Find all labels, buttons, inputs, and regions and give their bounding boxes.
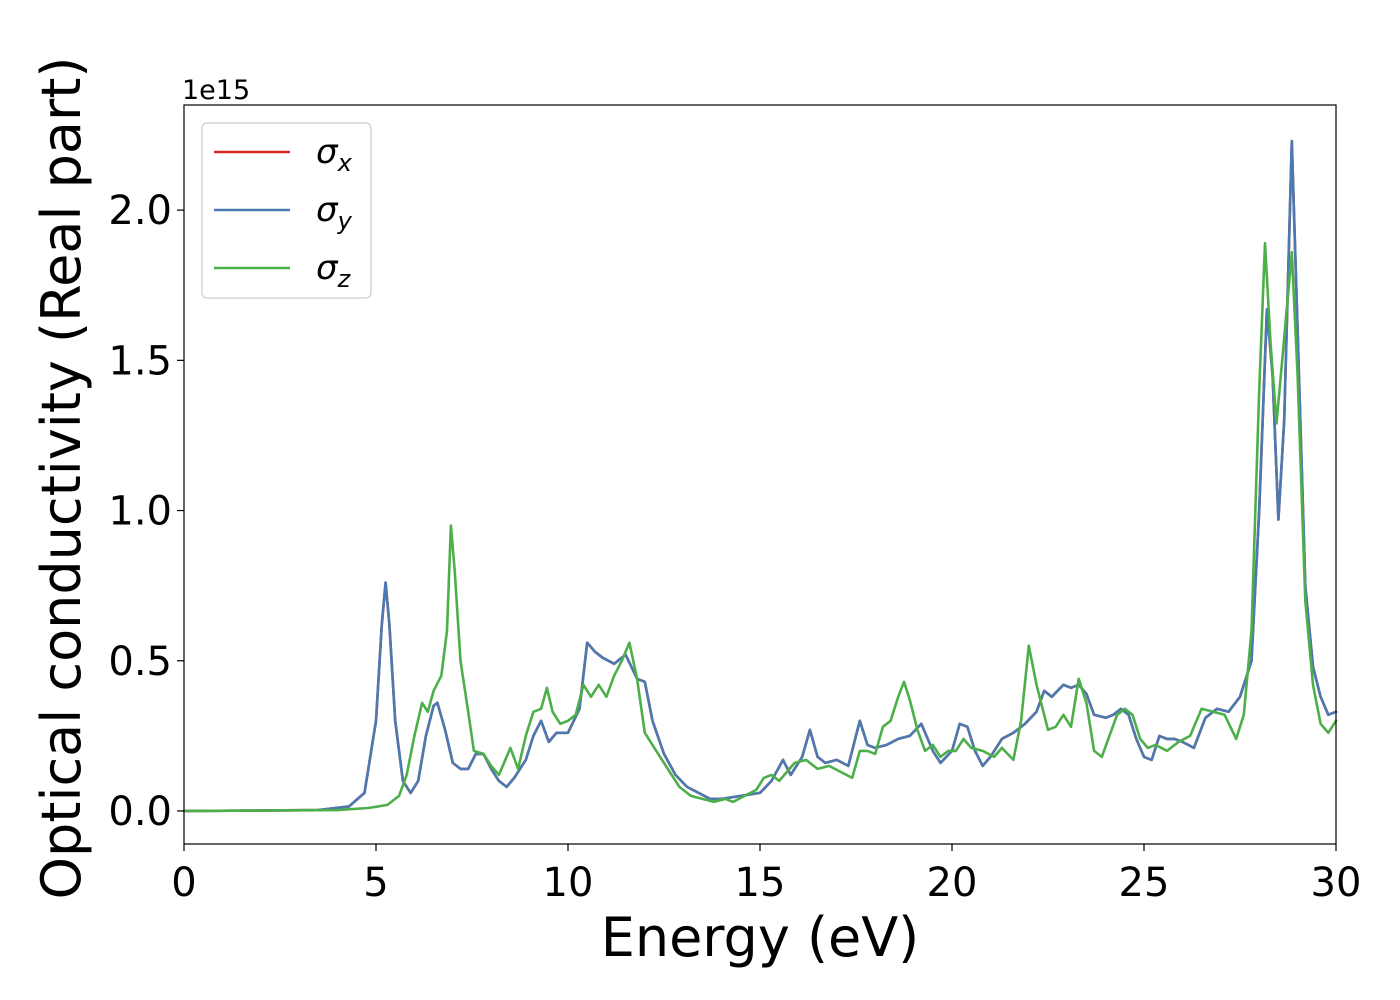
legend-label-sigma-y: σy — [316, 190, 353, 235]
y-axis: 0.0 0.5 1.0 1.5 2.0 — [108, 188, 184, 835]
x-axis: 0 5 10 15 20 25 30 — [171, 844, 1361, 906]
y-offset-label: 1e15 — [182, 75, 250, 106]
y-tick-label: 0.5 — [108, 639, 172, 685]
x-tick-label: 30 — [1311, 860, 1362, 906]
x-tick-label: 15 — [735, 860, 786, 906]
series-layer — [182, 139, 1338, 813]
legend-label-sigma-x: σx — [316, 132, 353, 177]
y-tick-label: 1.5 — [108, 338, 172, 384]
x-tick-label: 0 — [171, 860, 196, 906]
x-axis-title: Energy (eV) — [601, 906, 920, 969]
y-tick-label: 2.0 — [108, 188, 172, 234]
series-line-sigma-y — [182, 139, 1338, 813]
x-tick-label: 20 — [927, 860, 978, 906]
x-tick-label: 10 — [543, 860, 594, 906]
series-line-sigma-z — [182, 241, 1338, 813]
x-tick-label: 5 — [363, 860, 388, 906]
y-tick-label: 1.0 — [108, 489, 172, 535]
y-axis-title: Optical conductivity (Real part) — [30, 57, 93, 900]
x-tick-label: 25 — [1119, 860, 1170, 906]
y-tick-label: 0.0 — [108, 789, 172, 835]
